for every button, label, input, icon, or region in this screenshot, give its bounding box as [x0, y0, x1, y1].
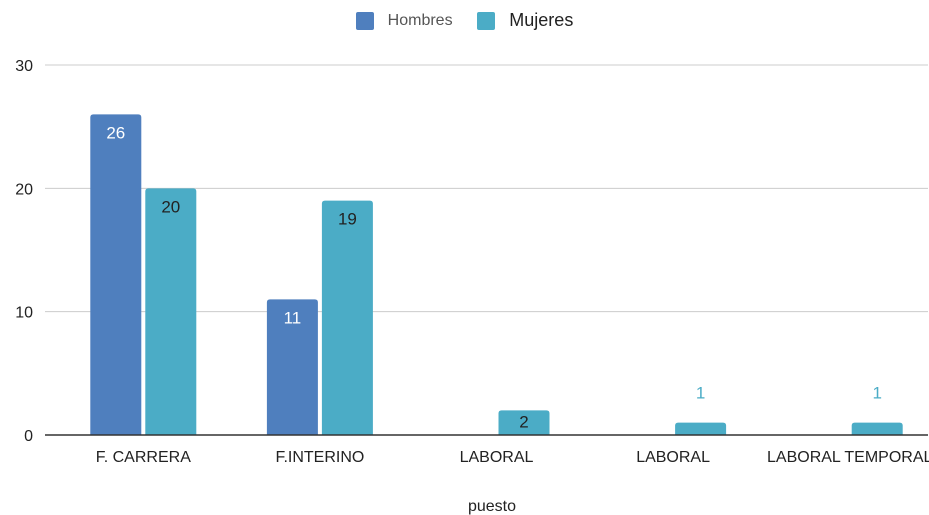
x-tick-label: LABORAL TEMPORAL	[767, 449, 929, 466]
y-tick-label: 20	[15, 181, 33, 198]
x-tick-label: LABORAL	[636, 449, 710, 466]
bar-hombres-1[interactable]	[266, 299, 318, 435]
x-tick-label: F. CARRERA	[96, 449, 191, 466]
data-label: 26	[106, 123, 125, 142]
data-label: 20	[161, 197, 180, 216]
legend-label-mujeres: Mujeres	[509, 10, 574, 30]
y-tick-label: 0	[24, 428, 33, 445]
bar-mujeres-1[interactable]	[321, 200, 373, 435]
y-tick-label: 10	[15, 305, 33, 322]
bar-mujeres-2[interactable]	[498, 410, 550, 435]
chart-legend: Hombres Mujeres	[0, 10, 929, 35]
y-tick-label: 30	[15, 58, 33, 75]
bar-mujeres-4[interactable]	[851, 422, 903, 435]
bar-hombres-0[interactable]	[90, 114, 142, 435]
legend-swatch-hombres	[355, 11, 374, 30]
data-label: 11	[284, 308, 302, 327]
legend-swatch-mujeres	[477, 11, 496, 30]
data-label: 1	[696, 384, 705, 403]
data-label: 1	[872, 384, 881, 403]
legend-item-mujeres[interactable]: Mujeres	[477, 10, 573, 31]
x-tick-label: F.INTERINO	[275, 449, 364, 466]
data-label: 2	[519, 412, 528, 431]
bar-mujeres-3[interactable]	[675, 422, 727, 435]
legend-item-hombres[interactable]: Hombres	[355, 11, 453, 30]
legend-label-hombres: Hombres	[387, 11, 453, 29]
data-label: 19	[338, 210, 357, 229]
x-tick-label: LABORAL	[460, 449, 534, 466]
x-axis-title: puesto	[468, 498, 516, 515]
bar-mujeres-0[interactable]	[145, 188, 197, 435]
